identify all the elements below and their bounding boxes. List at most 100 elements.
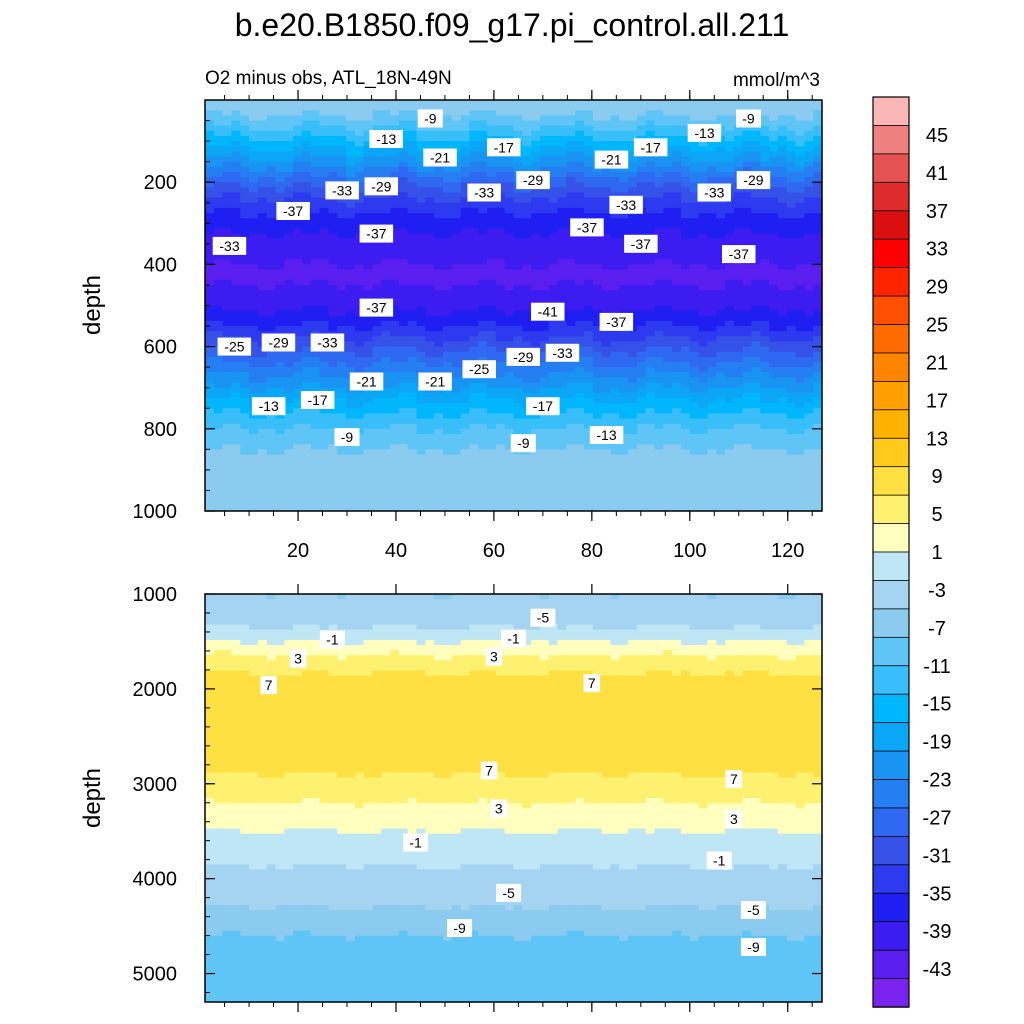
field-cell <box>381 207 391 214</box>
field-cell <box>689 207 700 214</box>
field-cell <box>390 413 400 420</box>
field-cell <box>398 130 409 137</box>
field-cell <box>813 259 822 265</box>
field-cell <box>257 238 268 245</box>
field-cell <box>451 218 462 224</box>
field-cell <box>522 146 532 152</box>
field-cell <box>557 367 567 373</box>
field-cell <box>390 248 400 255</box>
field-cell <box>610 449 620 456</box>
field-cell <box>301 439 312 445</box>
field-cell <box>328 110 338 117</box>
field-cell <box>751 336 761 343</box>
field-cell <box>504 100 515 106</box>
field-cell <box>504 279 515 286</box>
field-cell <box>266 146 277 152</box>
field-cell <box>645 284 656 291</box>
field-cell <box>205 171 215 178</box>
field-cell <box>610 290 620 296</box>
field-cell <box>275 156 285 163</box>
field-cell <box>742 449 753 456</box>
field-cell <box>337 444 347 450</box>
field-cell <box>680 444 691 450</box>
field-cell <box>495 269 506 276</box>
field-cell <box>707 423 717 430</box>
field-cell <box>293 382 303 389</box>
field-cell <box>680 295 691 301</box>
field-cell <box>584 305 594 312</box>
field-cell <box>354 397 365 404</box>
field-cell <box>539 269 550 276</box>
field-cell <box>698 233 709 240</box>
field-cell <box>548 213 559 219</box>
field-cell <box>425 284 435 291</box>
field-cell <box>301 171 312 178</box>
field-cell <box>680 382 691 389</box>
field-cell <box>619 295 629 301</box>
field-cell <box>531 223 541 230</box>
field-cell <box>487 279 497 286</box>
field-cell <box>231 284 241 291</box>
field-cell <box>804 284 814 291</box>
field-cell <box>698 238 709 245</box>
field-cell <box>636 223 647 230</box>
field-cell <box>725 100 735 106</box>
field-cell <box>460 341 471 348</box>
field-cell <box>601 146 612 152</box>
field-cell <box>672 387 682 394</box>
field-cell <box>584 151 594 158</box>
field-cell <box>319 454 329 461</box>
field-cell <box>804 177 814 183</box>
field-cell <box>469 392 479 399</box>
field-cell <box>619 444 629 450</box>
field-cell <box>222 464 233 471</box>
field-cell <box>804 305 814 312</box>
field-cell <box>363 413 374 420</box>
field-cell <box>566 171 576 178</box>
field-cell <box>548 105 559 111</box>
field-cell <box>698 341 709 348</box>
field-cell <box>584 356 594 363</box>
field-cell <box>636 320 647 327</box>
field-cell <box>460 105 471 111</box>
field-cell <box>205 408 215 414</box>
field-cell <box>663 156 673 163</box>
field-cell <box>434 449 444 456</box>
field-cell <box>769 207 779 214</box>
field-cell <box>257 125 268 132</box>
field-cell <box>557 197 567 204</box>
field-cell <box>257 372 268 379</box>
field-cell <box>249 423 259 430</box>
field-cell <box>663 290 673 296</box>
field-cell <box>777 290 788 296</box>
field-cell <box>425 454 435 461</box>
field-cell <box>222 300 233 307</box>
field-cell <box>680 315 691 322</box>
field-cell <box>460 382 471 389</box>
field-cell <box>777 346 788 353</box>
field-cell <box>487 100 497 106</box>
field-cell <box>478 351 488 358</box>
field-cell <box>680 284 691 291</box>
field-cell <box>469 397 479 404</box>
field-cell <box>777 274 788 281</box>
field-cell <box>487 392 497 399</box>
field-cell <box>513 269 523 276</box>
field-cell <box>654 423 664 430</box>
field-cell <box>566 413 576 420</box>
field-cell <box>663 346 673 353</box>
field-cell <box>460 243 471 250</box>
field-cell <box>337 464 347 471</box>
field-cell <box>372 367 382 373</box>
field-cell <box>539 161 550 168</box>
field-cell <box>328 171 338 178</box>
field-cell <box>584 295 594 301</box>
field-cell <box>628 392 638 399</box>
field-cell <box>249 331 259 337</box>
field-cell <box>442 218 453 224</box>
field-cell <box>513 105 523 111</box>
field-cell <box>266 238 277 245</box>
field-cell <box>249 259 259 265</box>
field-cell <box>769 300 779 307</box>
field-cell <box>795 105 805 111</box>
